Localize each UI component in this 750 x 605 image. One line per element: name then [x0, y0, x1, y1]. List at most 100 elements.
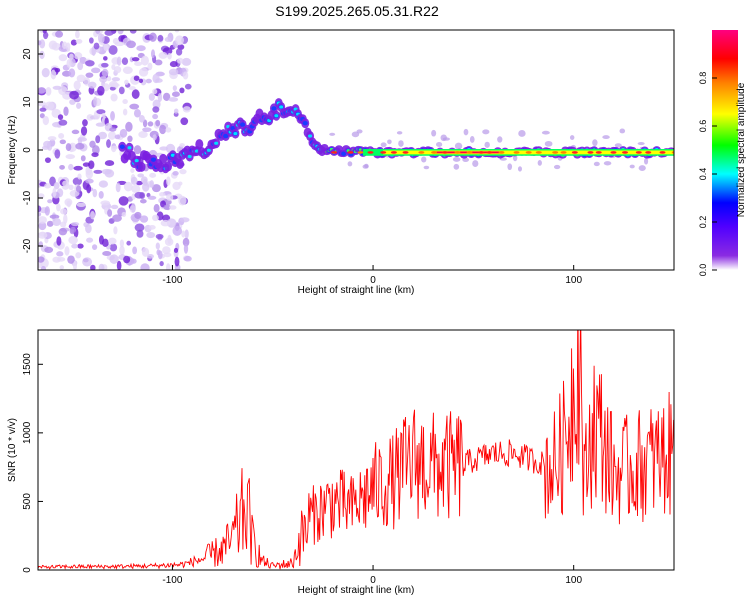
spectrogram-noise-blob — [179, 87, 185, 94]
spectrogram-core-band — [454, 151, 461, 154]
spectrogram-noise-blob — [423, 165, 430, 170]
spectrogram-noise-blob — [110, 111, 115, 121]
spectrogram-noise-blob — [463, 128, 469, 136]
spectrogram-noise-blob — [122, 98, 128, 105]
spectrogram-core-band — [560, 151, 567, 154]
spectrogram-noise-blob — [113, 226, 118, 235]
spectrogram-noise-blob — [117, 30, 124, 35]
spectrogram-noise-blob — [116, 260, 122, 270]
spectrogram-noise-blob — [54, 149, 61, 159]
spectrogram-noise-blob — [149, 172, 157, 178]
spectrogram-x-tick-label: 0 — [370, 275, 376, 286]
spectrogram-noise-blob — [152, 106, 160, 113]
spectrogram-noise-blob — [138, 67, 149, 77]
spectrogram-noise-blob — [123, 255, 131, 264]
spectrogram-noise-blob — [121, 211, 127, 217]
spectrogram-noise-blob — [127, 196, 134, 202]
spectrogram-noise-blob — [155, 119, 161, 127]
spectrogram-noise-blob — [104, 160, 115, 167]
spectrogram-noise-blob — [146, 254, 154, 259]
spectrogram-noise-blob — [77, 137, 88, 142]
spectrogram-noise-blob — [41, 145, 50, 150]
spectrogram-noise-blob — [109, 243, 118, 252]
spectrogram-noise-blob — [126, 40, 136, 49]
spectrogram-noise-blob — [69, 53, 74, 60]
spectrogram-noise-blob — [80, 155, 86, 162]
spectrogram-noise-blob — [644, 157, 649, 165]
spectrogram-noise-blob — [123, 181, 133, 192]
spectrogram-noise-blob — [56, 203, 61, 212]
spectrogram-noise-blob — [155, 233, 164, 240]
spectrogram-core-band — [513, 151, 520, 154]
spectrogram-noise-blob — [76, 102, 82, 109]
spectrogram-ylabel: Frequency (Hz) — [7, 116, 18, 185]
spectrogram-noise-blob — [101, 62, 109, 68]
spectrogram-ridge-blob — [240, 122, 246, 127]
spectrogram-noise-blob — [158, 51, 168, 59]
spectrogram-noise-blob — [112, 214, 122, 222]
spectrogram-noise-blob — [59, 265, 65, 270]
spectrogram-noise-blob — [92, 145, 100, 155]
spectrogram-noise-blob — [541, 130, 550, 135]
spectrogram-noise-blob — [129, 30, 137, 34]
spectrogram-noise-blob — [138, 115, 145, 123]
snr-y-tick-label: 0 — [22, 567, 33, 573]
spectrogram-noise-blob — [62, 180, 69, 187]
spectrogram-noise-blob — [109, 82, 120, 88]
spectrogram-noise-blob — [75, 252, 82, 259]
spectrogram-noise-blob — [122, 66, 133, 74]
spectrogram-x-tick-label: 100 — [565, 275, 582, 286]
spectrogram-ridge-blob — [308, 134, 313, 138]
spectrogram-noise-blob — [108, 131, 117, 140]
spectrogram-ridge-blob — [159, 153, 168, 164]
spectrogram-noise-blob — [157, 92, 163, 102]
spectrogram-noise-blob — [55, 30, 64, 38]
spectrogram-noise-blob — [104, 169, 115, 178]
spectrogram-noise-blob — [53, 182, 60, 190]
spectrogram-noise-blob — [329, 132, 336, 136]
spectrogram-noise-blob — [106, 139, 111, 148]
spectrogram-noise-blob — [149, 180, 155, 188]
spectrogram-noise-blob — [131, 89, 140, 99]
spectrogram-noise-blob — [101, 238, 109, 248]
spectrogram-noise-blob — [135, 180, 143, 186]
spectrogram-noise-blob — [637, 142, 645, 146]
spectrogram-noise-blob — [39, 50, 45, 60]
spectrogram-noise-blob — [63, 214, 68, 224]
spectrogram-noise-blob — [69, 90, 79, 100]
spectrogram-noise-blob — [85, 72, 94, 78]
spectrogram-noise-blob — [364, 163, 369, 169]
spectrogram-noise-blob — [160, 219, 171, 227]
spectrogram-noise-blob — [128, 86, 136, 91]
spectrogram-noise-blob — [454, 142, 463, 150]
spectrogram-noise-blob — [111, 77, 121, 82]
spectrogram-noise-blob — [73, 52, 83, 60]
spectrogram-noise-blob — [173, 247, 179, 253]
spectrogram-noise-blob — [72, 260, 78, 270]
spectrogram-noise-blob — [54, 68, 61, 73]
spectrogram-noise-blob — [347, 161, 353, 167]
spectrogram-ridge-blob — [279, 105, 284, 109]
spectrogram-noise-blob — [38, 205, 42, 213]
spectrogram-noise-blob — [40, 265, 46, 270]
snr-x-tick-label: -100 — [162, 575, 182, 586]
spectrogram-noise-blob — [178, 195, 187, 206]
spectrogram-noise-blob — [147, 62, 153, 71]
spectrogram-noise-blob — [80, 126, 88, 136]
spectrogram-noise-blob — [107, 209, 113, 217]
spectrogram-noise-blob — [569, 135, 575, 140]
spectrogram-noise-blob — [482, 129, 490, 135]
spectrogram-noise-blob — [52, 187, 57, 198]
spectrogram-noise-blob — [86, 237, 94, 243]
spectrogram-noise-blob — [109, 254, 119, 264]
spectrogram-noise-blob — [152, 134, 157, 141]
spectrogram-noise-blob — [507, 163, 513, 171]
spectrogram-core-band — [535, 151, 542, 154]
spectrogram-noise-blob — [65, 154, 76, 160]
spectrogram-noise-blob — [98, 263, 105, 270]
spectrogram-noise-blob — [89, 37, 94, 44]
spectrogram-noise-blob — [164, 237, 174, 246]
spectrogram-noise-blob — [453, 163, 460, 170]
spectrogram-noise-blob — [82, 257, 93, 267]
